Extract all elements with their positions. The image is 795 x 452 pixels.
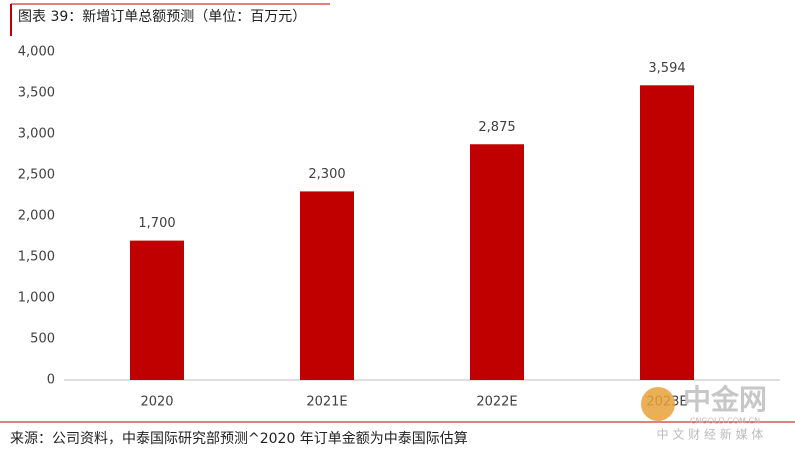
bar bbox=[470, 144, 524, 380]
bar bbox=[130, 240, 184, 380]
source-note: 来源：公司资料，中泰国际研究部预测^2020 年订单金额为中泰国际估算 bbox=[10, 431, 468, 447]
data-label: 2,300 bbox=[308, 167, 345, 182]
y-tick-label: 3,000 bbox=[18, 127, 55, 142]
y-tick-label: 3,500 bbox=[18, 86, 55, 101]
x-tick-label: 2021E bbox=[306, 395, 347, 410]
data-label: 3,594 bbox=[648, 61, 685, 76]
data-label: 2,875 bbox=[478, 120, 515, 135]
watermark-logo: 中金网 bbox=[683, 383, 767, 416]
y-tick-label: 500 bbox=[30, 332, 55, 347]
bar bbox=[640, 85, 694, 381]
y-tick-label: 4,000 bbox=[18, 45, 55, 60]
watermark-tagline: 中 文 财 经 新 媒 体 bbox=[657, 427, 764, 442]
y-tick-label: 0 bbox=[47, 373, 55, 388]
y-tick-label: 2,000 bbox=[18, 209, 55, 224]
x-tick-label: 2022E bbox=[476, 395, 517, 410]
chart-title: 图表 39：新增订单总额预测（单位：百万元） bbox=[18, 9, 306, 25]
bar bbox=[300, 191, 354, 380]
y-tick-label: 1,000 bbox=[18, 291, 55, 306]
y-tick-label: 2,500 bbox=[18, 168, 55, 183]
watermark-icon bbox=[641, 387, 675, 421]
x-tick-label: 2020 bbox=[140, 395, 173, 410]
watermark-url: CNGOLD.COM.CN bbox=[690, 417, 760, 426]
data-label: 1,700 bbox=[138, 216, 175, 231]
y-tick-label: 1,500 bbox=[18, 250, 55, 265]
